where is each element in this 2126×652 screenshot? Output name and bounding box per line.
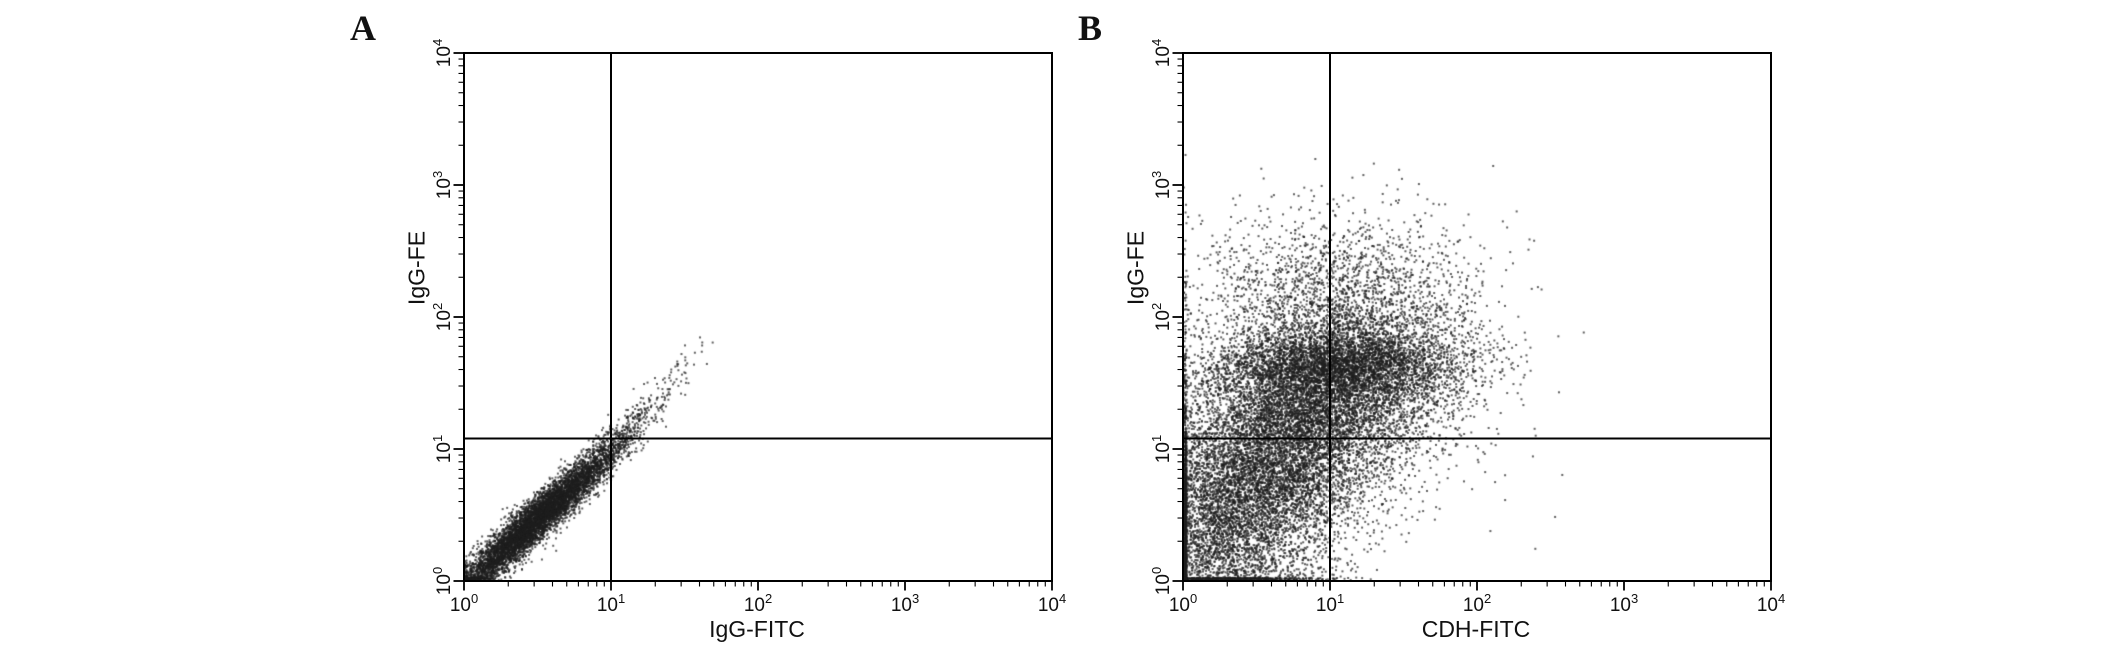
svg-text:104: 104 <box>1149 39 1174 67</box>
panel-a-label: A <box>350 8 376 48</box>
svg-text:103: 103 <box>1610 591 1638 616</box>
svg-text:102: 102 <box>1463 591 1491 616</box>
svg-text:102: 102 <box>744 591 772 616</box>
svg-text:103: 103 <box>1149 171 1174 199</box>
panel-a-x-axis-label: IgG-FITC <box>709 616 805 642</box>
svg-text:100: 100 <box>1149 567 1174 595</box>
svg-text:101: 101 <box>430 435 455 463</box>
svg-text:104: 104 <box>1757 591 1785 616</box>
svg-text:101: 101 <box>597 591 625 616</box>
svg-text:104: 104 <box>430 39 455 67</box>
svg-text:101: 101 <box>1149 435 1174 463</box>
svg-text:103: 103 <box>430 171 455 199</box>
panel-b-scatter-points <box>1183 53 1771 581</box>
svg-text:103: 103 <box>891 591 919 616</box>
svg-text:104: 104 <box>1038 591 1066 616</box>
svg-text:102: 102 <box>430 303 455 331</box>
svg-text:100: 100 <box>430 567 455 595</box>
panel-a-scatter-points <box>464 53 1052 581</box>
svg-text:102: 102 <box>1149 303 1174 331</box>
panel-b-x-axis-label: CDH-FITC <box>1421 616 1531 642</box>
svg-text:101: 101 <box>1316 591 1344 616</box>
panel-b-label: B <box>1078 8 1103 48</box>
